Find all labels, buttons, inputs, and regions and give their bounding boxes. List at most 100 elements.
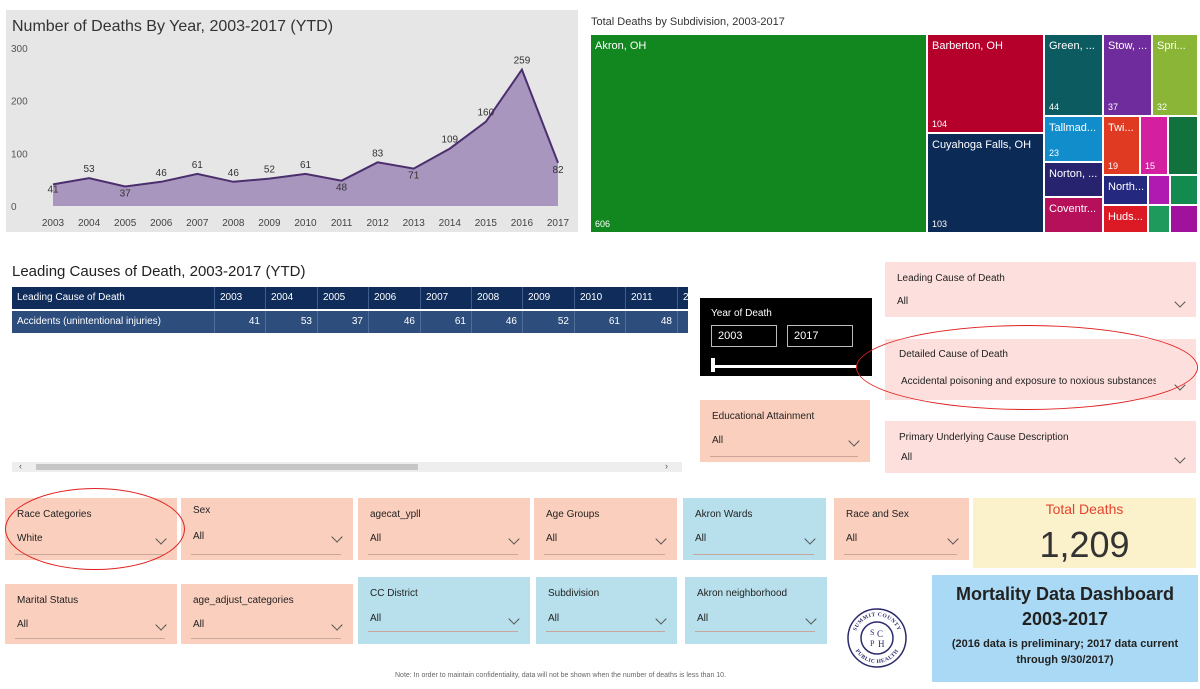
slicer-value[interactable]: All: [846, 533, 858, 544]
age-groups-slicer[interactable]: Age Groups All: [534, 498, 677, 560]
treemap-cell[interactable]: Green, ... 44: [1045, 35, 1102, 115]
treemap-cell-label: Akron, OH: [595, 40, 647, 52]
treemap-cell-value: 32: [1157, 102, 1168, 112]
educational-attainment-slicer[interactable]: Educational Attainment All: [700, 400, 870, 462]
treemap-cell[interactable]: Coventr...: [1045, 198, 1102, 232]
treemap-cell[interactable]: Tallmad... 23: [1045, 117, 1102, 161]
slicer-value[interactable]: All: [193, 619, 205, 630]
year-slider-track[interactable]: [713, 365, 857, 368]
data-label: 41: [47, 184, 59, 195]
table-cell: 48: [625, 311, 677, 333]
column-header[interactable]: 2008: [471, 287, 522, 309]
chevron-down-icon[interactable]: [331, 531, 343, 543]
slicer-value[interactable]: All: [370, 613, 382, 624]
year-slider-handle[interactable]: [711, 358, 715, 372]
subdivision-slicer[interactable]: Subdivision All: [536, 577, 677, 644]
chevron-down-icon[interactable]: [655, 613, 667, 625]
slicer-value[interactable]: All: [548, 613, 560, 624]
total-deaths-value: 1,209: [1039, 524, 1130, 565]
slicer-underline: [191, 554, 341, 555]
column-header[interactable]: 2010: [574, 287, 625, 309]
treemap-cell-value: 23: [1049, 148, 1060, 158]
treemap-cell[interactable]: Barberton, OH 104: [928, 35, 1043, 132]
chevron-down-icon[interactable]: [655, 533, 667, 545]
column-header[interactable]: Leading Cause of Death: [17, 292, 125, 303]
slicer-value[interactable]: All: [546, 533, 558, 544]
treemap-cell[interactable]: [1169, 117, 1197, 174]
akron-wards-slicer[interactable]: Akron Wards All: [683, 498, 826, 560]
treemap-cell[interactable]: [1171, 206, 1197, 232]
race-and-sex-slicer[interactable]: Race and Sex All: [834, 498, 969, 560]
treemap-cell-value: 15: [1145, 161, 1156, 171]
column-header[interactable]: 2009: [522, 287, 574, 309]
scrollbar-thumb[interactable]: [36, 464, 418, 470]
treemap-cell[interactable]: Spri... 32: [1153, 35, 1197, 115]
chevron-down-icon[interactable]: [805, 613, 817, 625]
treemap-cell[interactable]: Akron, OH 606: [591, 35, 926, 232]
slicer-underline: [710, 456, 858, 457]
subdivision-treemap[interactable]: Akron, OH 606 Barberton, OH 104 Cuyahoga Fal…: [591, 35, 1197, 232]
agecat-ypll-slicer[interactable]: agecat_ypll All: [358, 498, 530, 560]
marital-status-slicer[interactable]: Marital Status All: [5, 584, 177, 644]
chevron-down-icon[interactable]: [508, 533, 520, 545]
year-start-input[interactable]: 2003: [711, 325, 777, 347]
chevron-down-icon[interactable]: [804, 533, 816, 545]
chevron-down-icon[interactable]: [155, 619, 167, 631]
y-tick-label: 0: [11, 202, 17, 213]
column-header[interactable]: 2006: [368, 287, 420, 309]
slicer-value[interactable]: All: [897, 296, 909, 307]
column-header[interactable]: 2005: [317, 287, 368, 309]
x-tick-label: 2009: [258, 218, 281, 229]
treemap-cell[interactable]: [1149, 206, 1169, 232]
slicer-value[interactable]: All: [901, 452, 913, 463]
slicer-value[interactable]: All: [712, 435, 724, 446]
data-label: 71: [408, 171, 420, 182]
treemap-cell[interactable]: [1149, 176, 1169, 204]
slicer-value[interactable]: All: [695, 533, 707, 544]
akron-neighborhood-slicer[interactable]: Akron neighborhood All: [685, 577, 827, 644]
slicer-value[interactable]: All: [193, 531, 205, 542]
slicer-value[interactable]: All: [17, 619, 29, 630]
x-tick-label: 2016: [511, 218, 534, 229]
treemap-cell-label: Tallmad...: [1049, 122, 1097, 134]
table-row[interactable]: Accidents (unintentional injuries) 41 53 37…: [12, 311, 688, 333]
slicer-value[interactable]: All: [370, 533, 382, 544]
age-adjust-categories-slicer[interactable]: age_adjust_categories All: [181, 584, 353, 644]
treemap-cell[interactable]: Twi... 19: [1104, 117, 1139, 174]
treemap-cell[interactable]: Cuyahoga Falls, OH 103: [928, 134, 1043, 232]
chevron-down-icon[interactable]: [1174, 452, 1186, 464]
slicer-value[interactable]: All: [697, 613, 709, 624]
leading-causes-matrix[interactable]: Leading Cause of Death 2003 2004 2005 2006 20…: [12, 287, 688, 333]
column-header[interactable]: 2007: [420, 287, 471, 309]
year-end-input[interactable]: 2017: [787, 325, 853, 347]
treemap-cell[interactable]: 15: [1141, 117, 1167, 174]
column-header[interactable]: 2003: [214, 287, 265, 309]
column-header[interactable]: 2004: [265, 287, 317, 309]
x-tick-label: 2005: [114, 218, 137, 229]
treemap-cell[interactable]: North...: [1104, 176, 1147, 204]
chevron-down-icon[interactable]: [848, 435, 860, 447]
treemap-cell[interactable]: Norton, ...: [1045, 163, 1102, 196]
dashboard-subtitle: (2016 data is preliminary; 2017 data cur…: [951, 638, 1179, 666]
treemap-cell[interactable]: Huds...: [1104, 206, 1147, 232]
primary-underlying-cause-slicer[interactable]: Primary Underlying Cause Description All: [885, 421, 1196, 473]
sex-slicer[interactable]: Sex All: [181, 498, 353, 560]
table-cell: 53: [265, 311, 317, 333]
chevron-down-icon[interactable]: [508, 613, 520, 625]
chevron-down-icon[interactable]: [331, 619, 343, 631]
year-of-death-slicer[interactable]: Year of Death 2003 2017: [700, 298, 872, 376]
column-header[interactable]: 2011: [625, 287, 677, 309]
chevron-down-icon[interactable]: [1174, 296, 1186, 308]
scroll-left-icon[interactable]: ‹: [19, 461, 22, 471]
table-header-row: Leading Cause of Death 2003 2004 2005 2006 20…: [12, 287, 688, 309]
chevron-down-icon[interactable]: [947, 533, 959, 545]
scroll-right-icon[interactable]: ›: [665, 461, 668, 471]
treemap-cell[interactable]: [1171, 176, 1197, 204]
leading-cause-slicer[interactable]: Leading Cause of Death All: [885, 262, 1196, 317]
cc-district-slicer[interactable]: CC District All: [358, 577, 530, 644]
treemap-cell-label: Huds...: [1108, 211, 1143, 223]
deaths-by-year-chart[interactable]: 300 200 100 0 41 53 37 46 61 46 52 61 48 83 71 109 160 2…: [6, 10, 578, 232]
column-header[interactable]: 20: [677, 287, 688, 309]
treemap-cell-label: North...: [1108, 181, 1145, 193]
treemap-cell[interactable]: Stow, ... 37: [1104, 35, 1151, 115]
